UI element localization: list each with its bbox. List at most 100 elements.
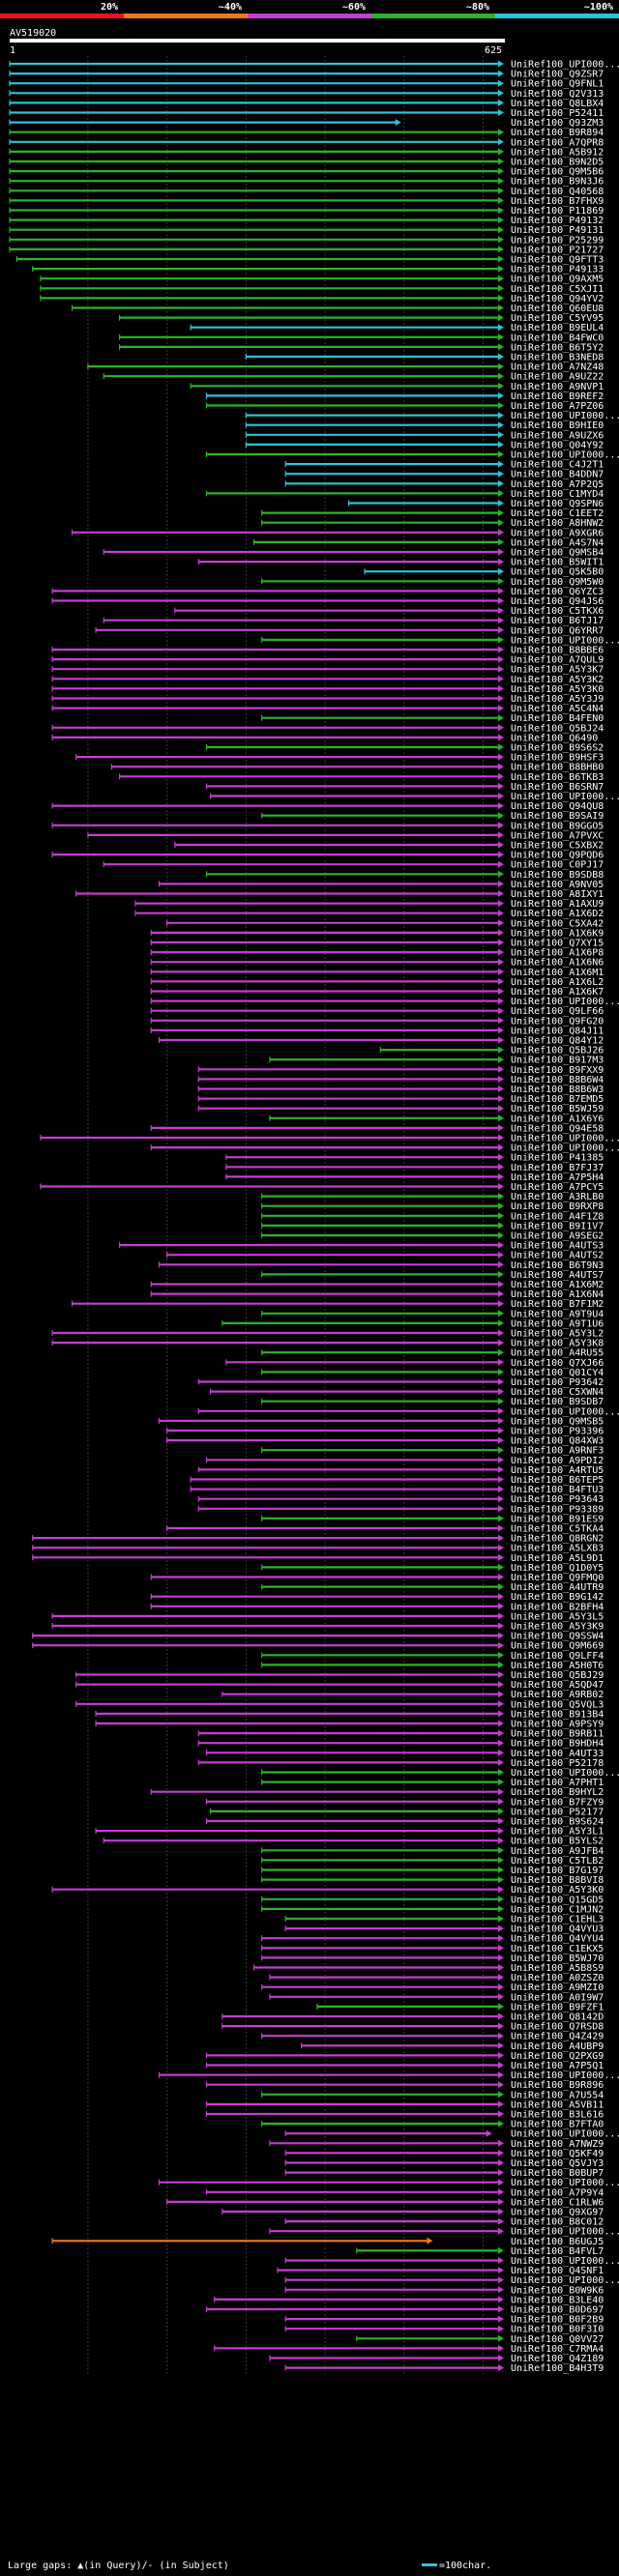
- hit-label: UniRef100_B4DDN7: [511, 470, 604, 480]
- hit-arrowhead: [498, 1837, 504, 1844]
- hit-label: UniRef100_B4FEN0: [511, 713, 604, 724]
- hit-label: UniRef100_P25299: [511, 235, 604, 246]
- hit-label: UniRef100_B9GGO5: [511, 821, 604, 831]
- hit-label: UniRef100_Q84XW3: [511, 1436, 604, 1447]
- hit-arrowhead: [498, 2169, 504, 2177]
- hit-label: UniRef100_B7FHX9: [511, 196, 604, 207]
- hit-label: UniRef100_B9G142: [511, 1592, 604, 1603]
- hit-arrowhead: [498, 2286, 504, 2294]
- hit-arrowhead: [498, 607, 504, 615]
- hit-label: UniRef100_C5YV95: [511, 313, 604, 324]
- hit-arrowhead: [498, 977, 504, 985]
- hit-arrowhead: [498, 500, 504, 507]
- hit-arrowhead: [498, 2022, 504, 2030]
- hit-label: UniRef100_A9UZ22: [511, 372, 604, 383]
- hit-arrowhead: [498, 802, 504, 810]
- hit-arrowhead: [498, 2257, 504, 2264]
- hit-arrowhead: [498, 1710, 504, 1718]
- hit-label: UniRef100_B0D697: [511, 2305, 604, 2316]
- hit-arrowhead: [498, 1378, 504, 1385]
- hit-arrowhead: [498, 129, 504, 136]
- hit-arrowhead: [498, 1700, 504, 1708]
- hit-arrowhead: [498, 684, 504, 692]
- hit-arrowhead: [498, 1534, 504, 1542]
- hit-arrowhead: [498, 1046, 504, 1054]
- hit-label: UniRef100_B9I1V7: [511, 1221, 604, 1231]
- hit-label: UniRef100_A5LXB3: [511, 1544, 604, 1554]
- hit-arrowhead: [498, 1846, 504, 1854]
- hit-label: UniRef100_A5VB11: [511, 2099, 604, 2110]
- hit-arrowhead: [498, 470, 504, 478]
- hit-arrowhead: [498, 314, 504, 322]
- hit-arrowhead: [498, 548, 504, 556]
- hit-label: UniRef100_B9SDB7: [511, 1397, 604, 1407]
- hit-arrowhead: [498, 1114, 504, 1122]
- hit-label: UniRef100_A7P5Q1: [511, 2061, 604, 2071]
- hit-arrowhead: [498, 1788, 504, 1796]
- hit-label: UniRef100_A9NVP1: [511, 382, 604, 392]
- hit-arrowhead: [498, 2032, 504, 2040]
- hit-arrowhead: [498, 1515, 504, 1522]
- hit-arrowhead: [498, 1143, 504, 1151]
- hit-arrowhead: [498, 1465, 504, 1473]
- hit-label: UniRef100_Q9XG97: [511, 2208, 604, 2218]
- hit-label: UniRef100_A7NWZ9: [511, 2139, 604, 2150]
- hit-arrowhead: [498, 255, 504, 263]
- hit-label: UniRef100_B5YLS2: [511, 1837, 604, 1847]
- hit-arrowhead: [498, 1319, 504, 1327]
- hit-label: UniRef100_Q9SPN6: [511, 499, 604, 509]
- hit-label: UniRef100_B9S624: [511, 1817, 604, 1828]
- hit-arrowhead: [498, 1222, 504, 1230]
- hit-label: UniRef100_B3NED8: [511, 353, 604, 363]
- hit-arrowhead: [498, 695, 504, 702]
- hit-arrowhead: [498, 284, 504, 292]
- hit-arrowhead: [498, 2325, 504, 2332]
- hit-arrowhead: [498, 1779, 504, 1786]
- hit-arrowhead: [498, 2217, 504, 2225]
- hit-arrowhead: [498, 597, 504, 604]
- hit-label: UniRef100_A5B912: [511, 147, 604, 158]
- hit-label: UniRef100_C5TLB2: [511, 1856, 604, 1867]
- hit-arrowhead: [498, 324, 504, 332]
- hit-arrowhead: [498, 265, 504, 273]
- hit-label: UniRef100_Q01CY4: [511, 1368, 604, 1378]
- hit-label: UniRef100_P49131: [511, 225, 604, 236]
- hit-arrowhead: [498, 2267, 504, 2274]
- hit-arrowhead: [498, 2296, 504, 2303]
- query-start-label: 1: [10, 45, 15, 56]
- hit-label: UniRef100_C1RLW6: [511, 2197, 604, 2208]
- hit-label: UniRef100_A7U554: [511, 2090, 604, 2100]
- hit-label: UniRef100_Q8142D: [511, 2012, 604, 2023]
- hit-arrowhead: [498, 812, 504, 820]
- hit-label: UniRef100_A5Y3K0: [511, 684, 604, 695]
- hit-arrowhead: [498, 412, 504, 420]
- hit-arrowhead: [498, 1905, 504, 1913]
- hit-arrowhead: [498, 70, 504, 77]
- hit-label: UniRef100_Q1D0Y5: [511, 1563, 604, 1574]
- scale-tick-label: ~40%: [219, 2, 242, 13]
- hit-label: UniRef100_Q5VQL3: [511, 1699, 604, 1710]
- hit-arrowhead: [498, 1944, 504, 1952]
- hit-label: UniRef100_UPI000...: [511, 1406, 619, 1417]
- hit-label: UniRef100_Q9AXM5: [511, 275, 604, 285]
- hit-arrowhead: [498, 1739, 504, 1747]
- hit-arrowhead: [498, 870, 504, 878]
- hit-arrowhead: [498, 2208, 504, 2215]
- hit-label: UniRef100_B7FJ37: [511, 1163, 604, 1173]
- hit-arrowhead: [498, 1075, 504, 1083]
- hit-label: UniRef100_B9HYL2: [511, 1787, 604, 1798]
- hit-label: UniRef100_UPI000...: [511, 1768, 619, 1779]
- hit-arrowhead: [498, 1603, 504, 1610]
- hit-label: UniRef100_C5XA42: [511, 918, 604, 929]
- hit-arrowhead: [498, 2355, 504, 2361]
- hit-label: UniRef100_B917M3: [511, 1056, 604, 1066]
- hit-arrowhead: [498, 1270, 504, 1278]
- hit-label: UniRef100_P52411: [511, 108, 604, 119]
- hit-label: UniRef100_B7F1M2: [511, 1299, 604, 1310]
- hit-label: UniRef100_B9N2D5: [511, 158, 604, 168]
- hit-label: UniRef100_A7QPR8: [511, 137, 604, 148]
- hit-arrowhead: [498, 1172, 504, 1180]
- hit-label: UniRef100_B9R894: [511, 128, 604, 138]
- hit-label: UniRef100_B7G197: [511, 1866, 604, 1876]
